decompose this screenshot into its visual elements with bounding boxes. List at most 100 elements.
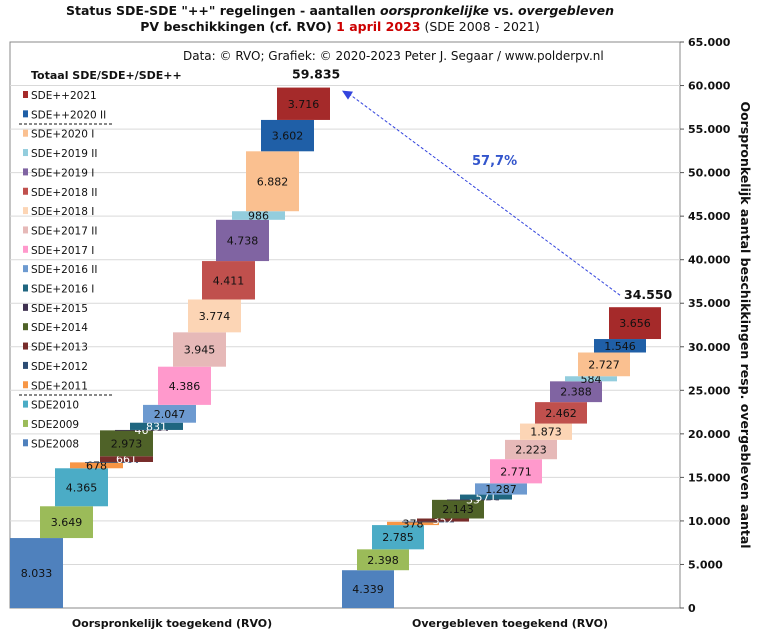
bar-sde-2020-ii (261, 119, 314, 152)
source-credit: Data: © RVO; Grafiek: © 2020-2023 Peter … (183, 49, 604, 63)
bar-value-label: 4.738 (227, 234, 259, 247)
total-label-right: 34.550 (624, 287, 673, 302)
bar-value-label: 3.602 (272, 130, 304, 143)
bar-value-label: 1.287 (485, 483, 517, 496)
legend-swatch (23, 168, 28, 176)
y-tick-label: 60.000 (688, 80, 731, 93)
bar-sde-2020-i (246, 151, 299, 212)
legend-entry: SDE+2017 I (31, 245, 94, 257)
legend-swatch (23, 419, 28, 427)
legend-swatch (23, 400, 28, 408)
bar-sde2010 (55, 468, 108, 507)
bar-sde-2020-ii (594, 339, 646, 353)
legend-entry: SDE+2019 II (31, 148, 97, 160)
y-tick-label: 30.000 (688, 341, 731, 354)
y-tick-label: 10.000 (688, 515, 731, 528)
y-axis-title: Oorspronkelijk aantal beschikkingen resp… (738, 101, 753, 548)
legend-swatch (23, 110, 28, 118)
bar-sde2008 (342, 570, 394, 608)
legend-swatch (23, 91, 28, 98)
bar-value-label: 2.727 (588, 358, 620, 371)
bar-value-label: 8.033 (21, 567, 53, 580)
bar-sde-2019-i (216, 219, 269, 262)
legend-swatch (23, 129, 28, 137)
legend-entry: SDE+2013 (31, 342, 88, 354)
arrow-head (342, 90, 353, 100)
bar-sde-2019-ii (565, 376, 617, 382)
legend-entry: SDE++2021 (31, 90, 97, 102)
legend-entry: SDE+2017 II (31, 225, 97, 237)
legend-swatch (23, 284, 28, 292)
bar-sde-2017-ii (505, 439, 557, 460)
bar-sde-2018-i (188, 299, 241, 333)
bar-value-label: 831 (146, 420, 167, 433)
bar-sde-2016-ii (143, 404, 196, 423)
legend-swatch (23, 245, 28, 253)
bar-value-label: 4.386 (169, 380, 201, 393)
comparison-arrow (349, 94, 621, 296)
legend-entry: SDE+2016 II (31, 264, 97, 276)
bar-value-label: 986 (248, 210, 269, 223)
legend-swatch (23, 226, 28, 234)
legend-entry: SDE+2018 II (31, 187, 97, 199)
bar-value-label: 4.411 (213, 274, 245, 287)
bar-sde-2017-i (490, 459, 542, 484)
bar-sde-2019-i (550, 381, 602, 403)
bar-value-label: 3.774 (199, 310, 231, 323)
bar-sde-2012 (85, 461, 138, 463)
percent-annotation: 57,7% (472, 154, 517, 169)
legend-swatch (23, 207, 28, 215)
y-tick-label: 25.000 (688, 384, 731, 397)
bar-sde-2014 (100, 430, 153, 457)
total-label-left: 59.835 (292, 67, 340, 82)
bar-sde-2020-i (578, 352, 630, 377)
legend-entry: SDE2008 (31, 438, 79, 450)
legend-entry: SDE+2018 I (31, 206, 94, 218)
legend-swatch (23, 149, 28, 157)
plot-area (9, 41, 681, 609)
y-tick-label: 0 (688, 602, 696, 615)
legend-entry: SDE+2020 I (31, 129, 94, 141)
bar-value-label: 3.945 (184, 344, 216, 357)
bar-sde-2014 (432, 499, 484, 519)
bar-value-label: 2.771 (500, 465, 532, 478)
legend-entry: SDE+2019 I (31, 167, 94, 179)
bar-sde-2015 (447, 499, 499, 501)
bar-value-label: 4.365 (66, 481, 98, 494)
legend-entry: SDE++2020 II (31, 109, 106, 121)
chart-title: Status SDE-SDE "++" regelingen - aantall… (65, 3, 615, 18)
bar-value-label: 2.973 (111, 437, 143, 450)
y-tick-label: 45.000 (688, 210, 731, 223)
y-tick-label: 40.000 (688, 254, 731, 267)
legend-swatch (23, 323, 28, 331)
bar-sde-2018-ii (202, 261, 255, 300)
bar-sde-2019-ii (232, 211, 285, 220)
bar-sde-2018-ii (535, 402, 587, 424)
bar-value-label: 2.143 (442, 503, 474, 516)
bar-value-label: 1.546 (604, 340, 636, 353)
x-category-label: Overgebleven toegekend (RVO) (412, 617, 608, 630)
y-tick-label: 65.000 (688, 36, 731, 49)
x-category-label: Oorspronkelijk toegekend (RVO) (72, 617, 272, 630)
legend-swatch (23, 361, 28, 369)
bar-sde-2016-i (130, 422, 183, 430)
bar-sde-2015 (115, 429, 168, 431)
bar-value-label: 2.223 (515, 444, 547, 457)
bar-value-label: 2.398 (367, 554, 399, 567)
bar-sde2008 (10, 538, 63, 608)
legend-entry: SDE2010 (31, 400, 79, 412)
y-tick-label: 35.000 (688, 297, 731, 310)
chart-subtitle: PV beschikkingen (cf. RVO) 1 april 2023 … (140, 19, 540, 34)
bar-sde-2017-i (158, 366, 211, 405)
bar-sde2009 (40, 506, 93, 539)
legend-entry: SDE+2011 (31, 380, 88, 392)
bar-value-label: 4.339 (352, 583, 384, 596)
bar-sde-2011 (70, 462, 123, 469)
legend-swatch (23, 303, 28, 311)
bar-value-label: 1.873 (530, 426, 562, 439)
bar-sde-2021 (277, 87, 330, 120)
bar-value-label: 3.649 (51, 516, 83, 529)
y-tick-label: 55.000 (688, 123, 731, 136)
legend-entry: SDE+2012 (31, 361, 88, 373)
